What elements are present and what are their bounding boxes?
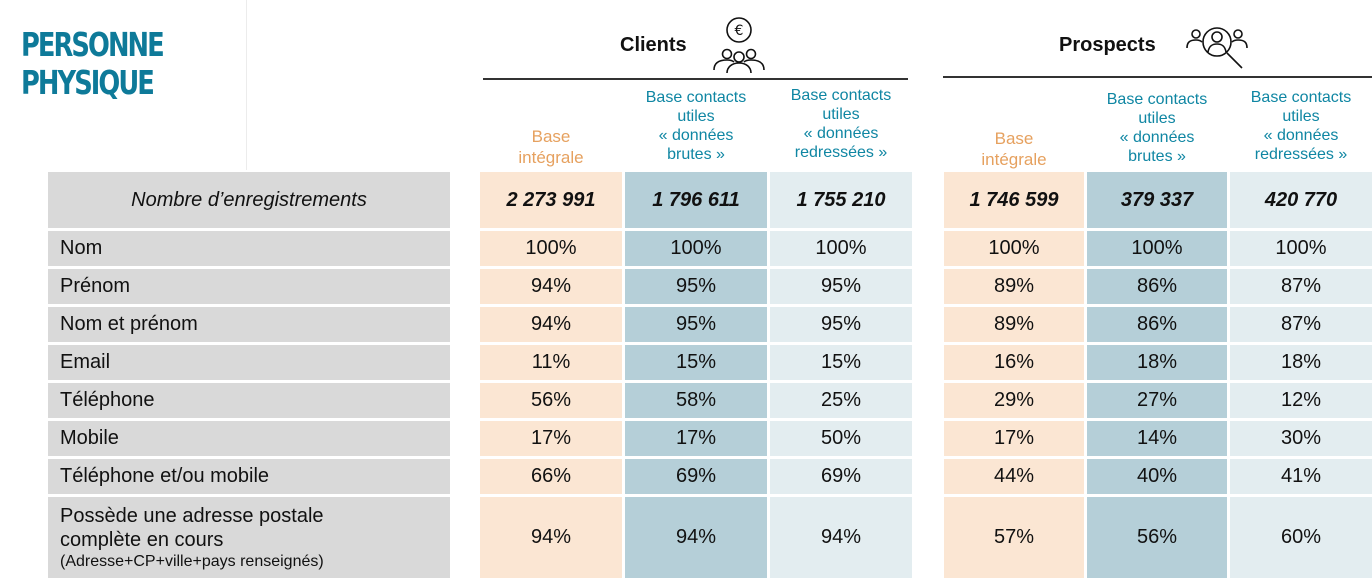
percentage-cell: 12% <box>1230 383 1372 418</box>
percentage-cell: 95% <box>625 269 767 304</box>
percentage-cell: 25% <box>770 383 912 418</box>
percentage-cell: 17% <box>625 421 767 456</box>
percentage-cell: 100% <box>770 231 912 266</box>
column-header-redressees-clients: Base contacts utiles « données redressées » <box>790 87 892 161</box>
row-label: Nombre d’enregistrements <box>48 172 450 228</box>
row-label: Email <box>48 345 450 380</box>
percentage-cell: 66% <box>480 459 622 494</box>
percentage-cell: 69% <box>625 459 767 494</box>
row-sublabel: (Adresse+CP+ville+pays renseignés) <box>60 552 324 570</box>
percentage-cell: 95% <box>625 307 767 342</box>
percentage-cell: 58% <box>625 383 767 418</box>
percentage-cell: 100% <box>944 231 1084 266</box>
row-label: Possède une adresse postale complète en c… <box>48 497 450 578</box>
record-count-cell: 2 273 991 <box>480 172 622 228</box>
percentage-cell: 100% <box>1230 231 1372 266</box>
record-count-cell: 1 746 599 <box>944 172 1084 228</box>
percentage-cell: 94% <box>480 307 622 342</box>
percentage-cell: 50% <box>770 421 912 456</box>
row-label: Nom <box>48 231 450 266</box>
percentage-cell: 89% <box>944 269 1084 304</box>
percentage-cell: 27% <box>1087 383 1227 418</box>
percentage-cell: 87% <box>1230 307 1372 342</box>
percentage-cell: 86% <box>1087 307 1227 342</box>
percentage-cell: 41% <box>1230 459 1372 494</box>
people-search-icon <box>1186 27 1248 69</box>
percentage-cell: 15% <box>770 345 912 380</box>
title-line-1: PERSONNE <box>21 25 165 64</box>
percentage-cell: 69% <box>770 459 912 494</box>
percentage-cell: 94% <box>480 497 622 578</box>
euro-people-icon: € <box>713 17 765 74</box>
column-header-brutes-prospects: Base contacts utiles « données brutes » <box>1106 91 1208 165</box>
percentage-cell: 94% <box>480 269 622 304</box>
percentage-cell: 95% <box>770 269 912 304</box>
record-count-cell: 379 337 <box>1087 172 1227 228</box>
percentage-cell: 56% <box>1087 497 1227 578</box>
record-count-cell: 1 796 611 <box>625 172 767 228</box>
percentage-cell: 100% <box>1087 231 1227 266</box>
row-label: Téléphone et/ou mobile <box>48 459 450 494</box>
group-underline-clients <box>483 78 908 80</box>
column-header-redressees-prospects: Base contacts utiles « données redressées » <box>1250 89 1352 163</box>
percentage-cell: 44% <box>944 459 1084 494</box>
percentage-cell: 30% <box>1230 421 1372 456</box>
percentage-cell: 56% <box>480 383 622 418</box>
column-header-base-prospects: Base intégrale <box>981 129 1047 169</box>
percentage-cell: 100% <box>480 231 622 266</box>
group-underline-prospects <box>943 76 1372 78</box>
record-count-cell: 1 755 210 <box>770 172 912 228</box>
percentage-cell: 15% <box>625 345 767 380</box>
percentage-cell: 95% <box>770 307 912 342</box>
row-label: Prénom <box>48 269 450 304</box>
percentage-cell: 86% <box>1087 269 1227 304</box>
percentage-cell: 40% <box>1087 459 1227 494</box>
row-label: Mobile <box>48 421 450 456</box>
column-header-base-clients: Base intégrale <box>518 127 584 167</box>
svg-text:€: € <box>735 23 744 39</box>
percentage-cell: 17% <box>944 421 1084 456</box>
column-header-brutes-clients: Base contacts utiles « données brutes » <box>645 89 747 163</box>
percentage-cell: 16% <box>944 345 1084 380</box>
percentage-cell: 18% <box>1230 345 1372 380</box>
percentage-cell: 89% <box>944 307 1084 342</box>
percentage-cell: 17% <box>480 421 622 456</box>
percentage-cell: 94% <box>770 497 912 578</box>
percentage-cell: 94% <box>625 497 767 578</box>
percentage-cell: 87% <box>1230 269 1372 304</box>
percentage-cell: 11% <box>480 345 622 380</box>
percentage-cell: 60% <box>1230 497 1372 578</box>
group-title-prospects: Prospects <box>1059 34 1156 56</box>
title-line-2: PHYSIQUE <box>21 63 155 102</box>
page-title: PERSONNE PHYSIQUE <box>21 26 241 102</box>
row-label: Nom et prénom <box>48 307 450 342</box>
row-label: Téléphone <box>48 383 450 418</box>
record-count-cell: 420 770 <box>1230 172 1372 228</box>
percentage-cell: 100% <box>625 231 767 266</box>
percentage-cell: 57% <box>944 497 1084 578</box>
group-title-clients: Clients <box>620 34 687 56</box>
divider <box>246 0 247 170</box>
percentage-cell: 29% <box>944 383 1084 418</box>
percentage-cell: 14% <box>1087 421 1227 456</box>
percentage-cell: 18% <box>1087 345 1227 380</box>
